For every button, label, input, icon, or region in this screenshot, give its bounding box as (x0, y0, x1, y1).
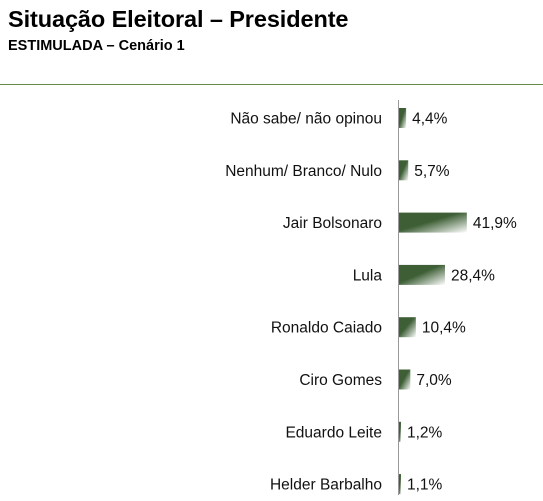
category-label: Eduardo Leite (285, 424, 382, 441)
category-label: Ronaldo Caiado (271, 320, 382, 337)
value-label: 1,2% (407, 424, 443, 441)
bar (399, 160, 409, 181)
value-label: 10,4% (422, 320, 466, 337)
value-label: 5,7% (414, 163, 450, 180)
category-label: Jair Bolsonaro (283, 215, 382, 232)
bar (399, 317, 416, 338)
category-label: Helder Barbalho (270, 477, 382, 494)
value-label: 7,0% (416, 372, 452, 389)
bar (399, 212, 467, 233)
category-label: Não sabe/ não opinou (230, 111, 382, 128)
category-label: Nenhum/ Branco/ Nulo (225, 163, 382, 180)
header-divider (0, 84, 543, 85)
bar (399, 421, 401, 442)
value-label: 1,1% (407, 477, 443, 494)
bar (399, 474, 401, 495)
bar (399, 108, 407, 128)
value-label: 4,4% (412, 111, 448, 128)
value-label: 28,4% (451, 267, 495, 284)
page-subtitle: ESTIMULADA – Cenário 1 (8, 38, 185, 54)
category-label: Ciro Gomes (299, 372, 382, 389)
category-label: Lula (353, 267, 383, 284)
bars-group: Não sabe/ não opinou 4,4% Nenhum/ Branco/ … (225, 108, 517, 495)
value-label: 41,9% (473, 215, 517, 232)
bar (399, 264, 445, 285)
page-title: Situação Eleitoral – Presidente (8, 6, 349, 32)
bar (399, 369, 411, 390)
